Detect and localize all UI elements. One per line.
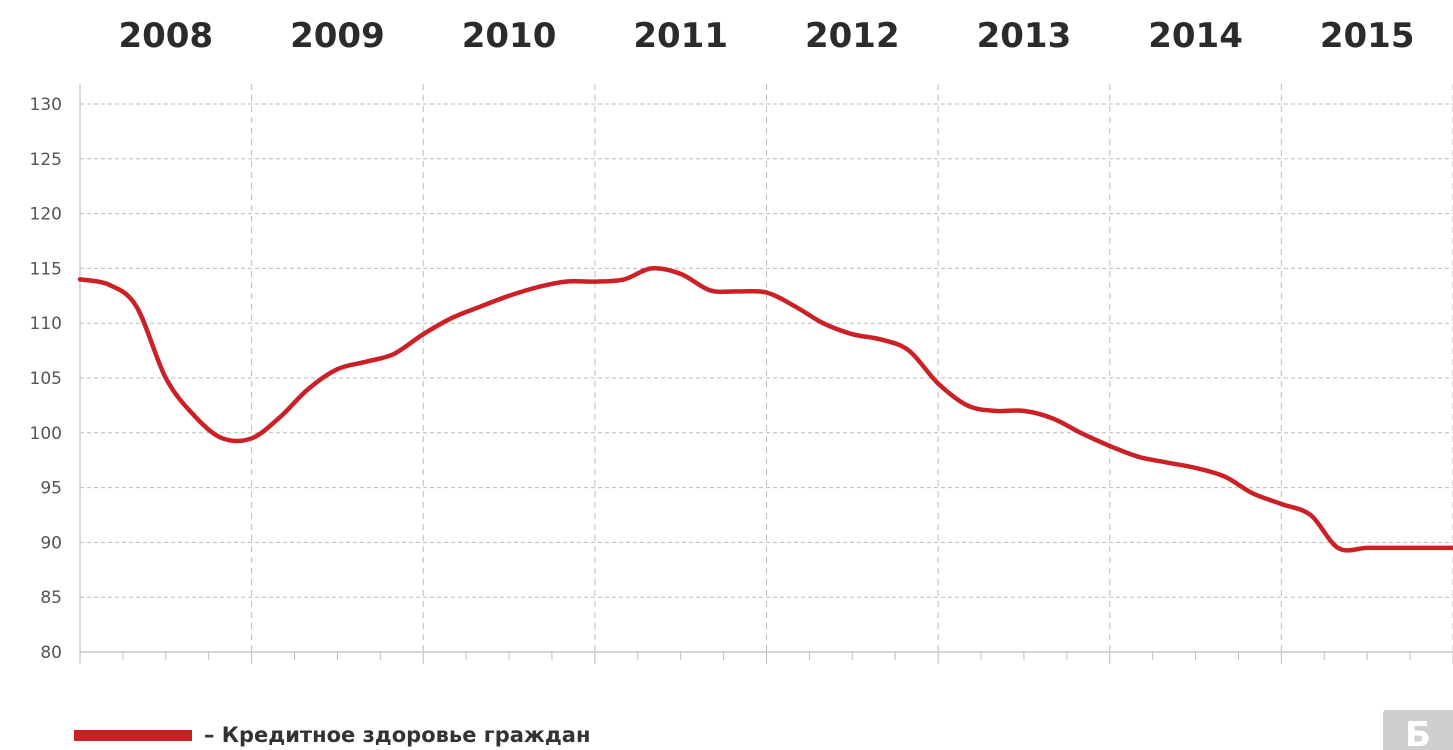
y-tick-130: 130 [30, 95, 62, 115]
year-label-2013: 2013 [977, 16, 1072, 56]
y-tick-125: 125 [30, 150, 62, 170]
brand-logo: Б [1383, 710, 1453, 750]
axes [79, 84, 1453, 664]
y-tick-85: 85 [40, 588, 62, 608]
year-labels: 2008 2009 2010 2011 2012 2013 2014 2015 [118, 16, 1414, 56]
y-tick-80: 80 [40, 643, 62, 663]
brand-logo-glyph: Б [1405, 715, 1431, 750]
legend-swatch [74, 729, 192, 741]
legend-label: – Кредитное здоровье граждан [204, 723, 591, 747]
y-tick-120: 120 [30, 205, 62, 225]
horizontal-gridlines [80, 103, 1453, 598]
y-tick-115: 115 [30, 259, 62, 279]
series-layer [77, 265, 1453, 553]
y-tick-100: 100 [30, 424, 62, 444]
chart-svg: 2008 2009 2010 2011 2012 2013 2014 2015 1301251… [30, 16, 1453, 664]
y-tick-95: 95 [40, 479, 62, 499]
series-line-0 [77, 265, 1453, 553]
y-tick-105: 105 [30, 369, 62, 389]
y-tick-90: 90 [40, 533, 62, 553]
vertical-gridlines [79, 84, 1453, 652]
y-tick-110: 110 [30, 314, 62, 334]
year-label-2009: 2009 [290, 16, 385, 56]
y-tick-labels: 130 125 120 115 110 105 100 95 90 85 80 [30, 95, 62, 663]
year-label-2014: 2014 [1148, 16, 1243, 56]
year-label-2008: 2008 [118, 16, 213, 56]
year-label-2010: 2010 [462, 16, 557, 56]
year-label-2012: 2012 [805, 16, 900, 56]
year-label-2015: 2015 [1320, 16, 1415, 56]
year-label-2011: 2011 [633, 16, 728, 56]
legend: – Кредитное здоровье граждан [74, 720, 590, 750]
